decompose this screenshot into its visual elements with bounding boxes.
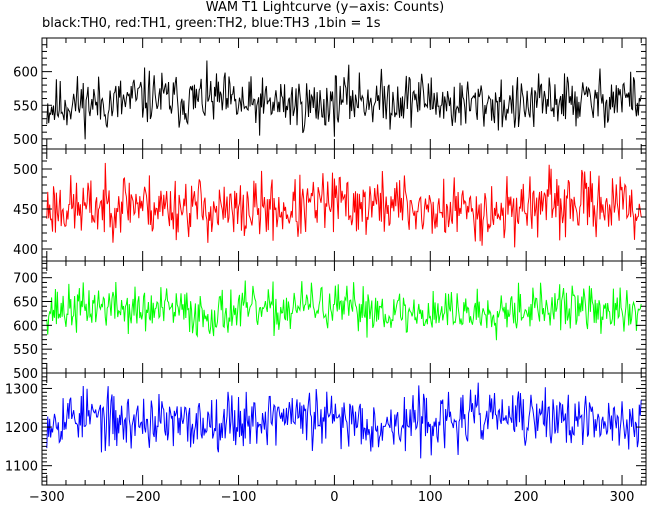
x-tick-label: 100 [418,490,443,505]
y-tick-label: 550 [13,343,38,358]
y-tick-label: 700 [13,272,38,287]
y-tick-label: 500 [13,367,38,382]
x-tick-label: −300 [29,490,65,505]
y-tick-label: 500 [13,133,38,148]
y-tick-label: 600 [13,66,38,81]
y-tick-label: 600 [13,319,38,334]
series-line-th2 [46,280,642,341]
panel-frame-th2 [41,260,647,374]
y-tick-label: 400 [13,243,38,258]
series-line-th0 [46,60,642,140]
x-tick-label: −100 [221,490,257,505]
x-tick-label: 300 [610,490,635,505]
y-tick-label: 550 [13,99,38,114]
chart-subtitle: black:TH0, red:TH1, green:TH2, blue:TH3 … [42,16,381,31]
chart-title: WAM T1 Lightcurve (y−axis: Counts) [205,0,445,15]
y-tick-label: 500 [13,163,38,178]
y-tick-label: 1100 [5,460,38,475]
y-tick-label: 1300 [5,382,38,397]
y-tick-label: 1200 [5,421,38,436]
series-line-th1 [46,162,642,248]
series-line-th3 [46,382,642,459]
x-tick-label: 200 [514,490,539,505]
x-tick-label: 0 [330,490,338,505]
panel-frame-th3 [41,372,647,486]
x-tick-label: −200 [125,490,161,505]
y-tick-label: 450 [13,203,38,218]
y-tick-label: 650 [13,296,38,311]
